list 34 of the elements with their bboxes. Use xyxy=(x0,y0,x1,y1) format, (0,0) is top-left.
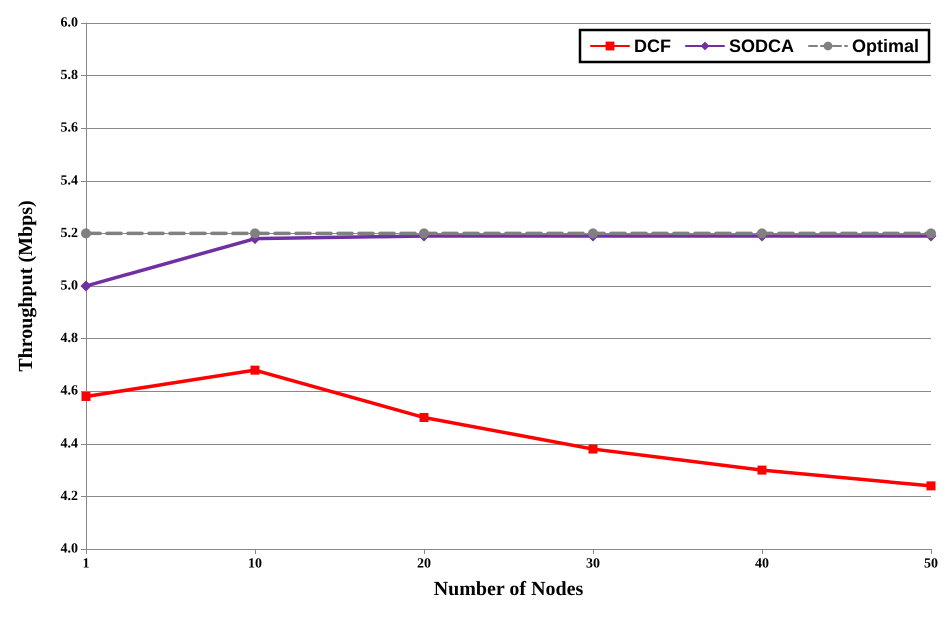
y-tick-label: 4.0 xyxy=(60,542,78,556)
point xyxy=(757,228,767,238)
y-tick-label: 5.4 xyxy=(60,173,78,188)
x-tick-label: 40 xyxy=(755,556,769,572)
y-axis-title: Throughput (Mbps) xyxy=(15,200,37,372)
y-tick-label: 4.6 xyxy=(60,384,78,399)
y-tick-label: 5.6 xyxy=(60,120,78,136)
x-tick-label: 50 xyxy=(924,556,938,572)
point xyxy=(250,366,260,375)
point xyxy=(588,444,598,454)
y-tick-label: 4.2 xyxy=(60,488,78,504)
point xyxy=(80,280,92,292)
y-tick-label: 4.4 xyxy=(60,436,78,452)
legend-label: Optimal xyxy=(852,36,920,56)
x-axis-title: Number of Nodes xyxy=(434,578,584,600)
y-tick-label: 4.8 xyxy=(60,331,78,346)
point xyxy=(588,228,598,238)
point xyxy=(419,228,429,238)
point xyxy=(758,466,766,475)
point xyxy=(250,228,260,238)
y-tick-label: 5.0 xyxy=(60,278,78,294)
point xyxy=(420,413,428,422)
legend-label: DCF xyxy=(634,36,671,56)
x-tick-label: 20 xyxy=(417,556,431,572)
y-tick-label: 5.8 xyxy=(60,68,78,84)
y-tick-label: 5.2 xyxy=(60,226,78,241)
point xyxy=(926,228,936,238)
x-tick-label: 1 xyxy=(82,556,90,572)
legend-label: SODCA xyxy=(728,36,794,56)
x-tick-label: 30 xyxy=(586,556,600,572)
point xyxy=(81,228,91,238)
x-tick-label: 10 xyxy=(248,556,262,572)
y-tick-label: 6.0 xyxy=(60,16,78,30)
point xyxy=(926,481,936,490)
